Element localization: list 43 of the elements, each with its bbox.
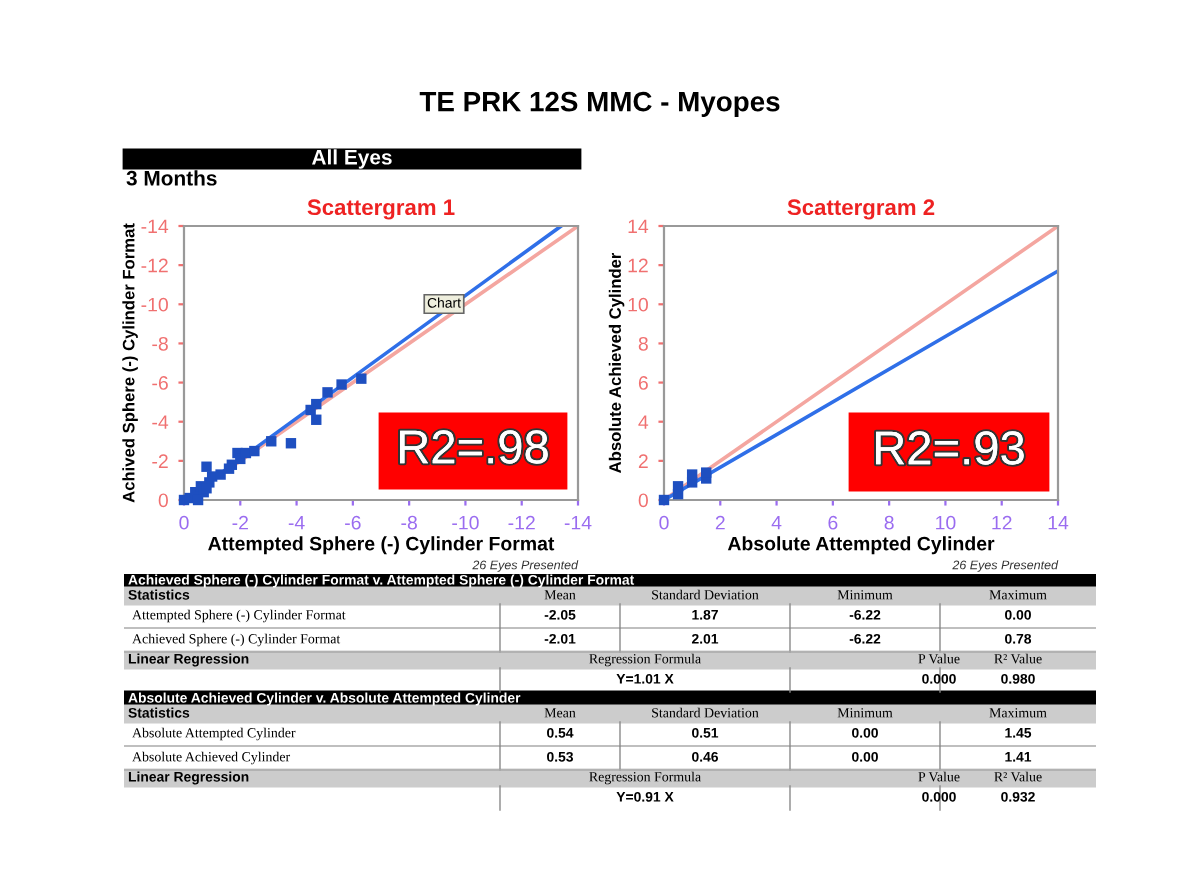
- y-axis-title: Achived Sphere (-) Cylinder Format: [122, 223, 138, 503]
- x-tick-label: 8: [884, 515, 894, 530]
- x-tick-label: -10: [452, 515, 479, 530]
- y-tick-label: 6: [638, 376, 648, 390]
- y-tick-label: 2: [638, 454, 648, 468]
- y-tick-label: -6: [152, 376, 168, 390]
- x-tick-label: 6: [828, 515, 838, 530]
- y-tick-label: -12: [141, 258, 168, 273]
- y-tick-label: 4: [638, 415, 649, 429]
- annotation: R2=.98: [400, 430, 548, 464]
- x-axis-title: Absolute Attempted Cylinder: [727, 536, 995, 555]
- y-axis-title: Absolute Achieved Cylinder: [608, 252, 625, 473]
- x-tick-label: 10: [936, 515, 956, 530]
- x-tick-label: 0: [659, 515, 669, 530]
- text: All Eyes: [311, 149, 392, 169]
- x-tick-label: -8: [401, 515, 417, 530]
- chart-title: Scattergram 1: [307, 199, 455, 220]
- y-tick-label: -2: [152, 454, 168, 468]
- text: TE PRK 12S MMC - Myopes: [419, 91, 780, 117]
- x-tick-label: 2: [715, 515, 725, 530]
- y-tick-label: 0: [638, 493, 648, 508]
- x-tick-label: 4: [771, 515, 782, 530]
- x-tick-label: -14: [564, 515, 592, 530]
- annotation: R2=.93: [876, 431, 1024, 465]
- y-tick-label: 14: [628, 219, 649, 234]
- x-tick-label: -2: [232, 515, 248, 530]
- y-tick-label: -10: [141, 297, 168, 312]
- y-tick-label: 0: [158, 493, 168, 508]
- y-tick-label: 10: [628, 297, 648, 312]
- y-tick-label: -4: [152, 415, 169, 429]
- y-tick-label: -8: [152, 336, 168, 351]
- x-tick-label: -6: [345, 515, 361, 530]
- text: 3 Months: [126, 170, 217, 186]
- x-tick-label: 14: [1048, 515, 1069, 530]
- y-tick-label: 12: [628, 258, 648, 273]
- x-tick-label: 12: [992, 515, 1012, 530]
- y-tick-label: 8: [638, 336, 648, 351]
- x-tick-label: -4: [288, 515, 305, 530]
- x-axis-title: Attempted Sphere (-) Cylinder Format: [208, 536, 555, 555]
- chart-title: Scattergram 2: [787, 199, 935, 220]
- x-tick-label: 0: [179, 515, 189, 530]
- x-tick-label: -12: [508, 515, 535, 530]
- y-tick-label: -14: [141, 219, 169, 234]
